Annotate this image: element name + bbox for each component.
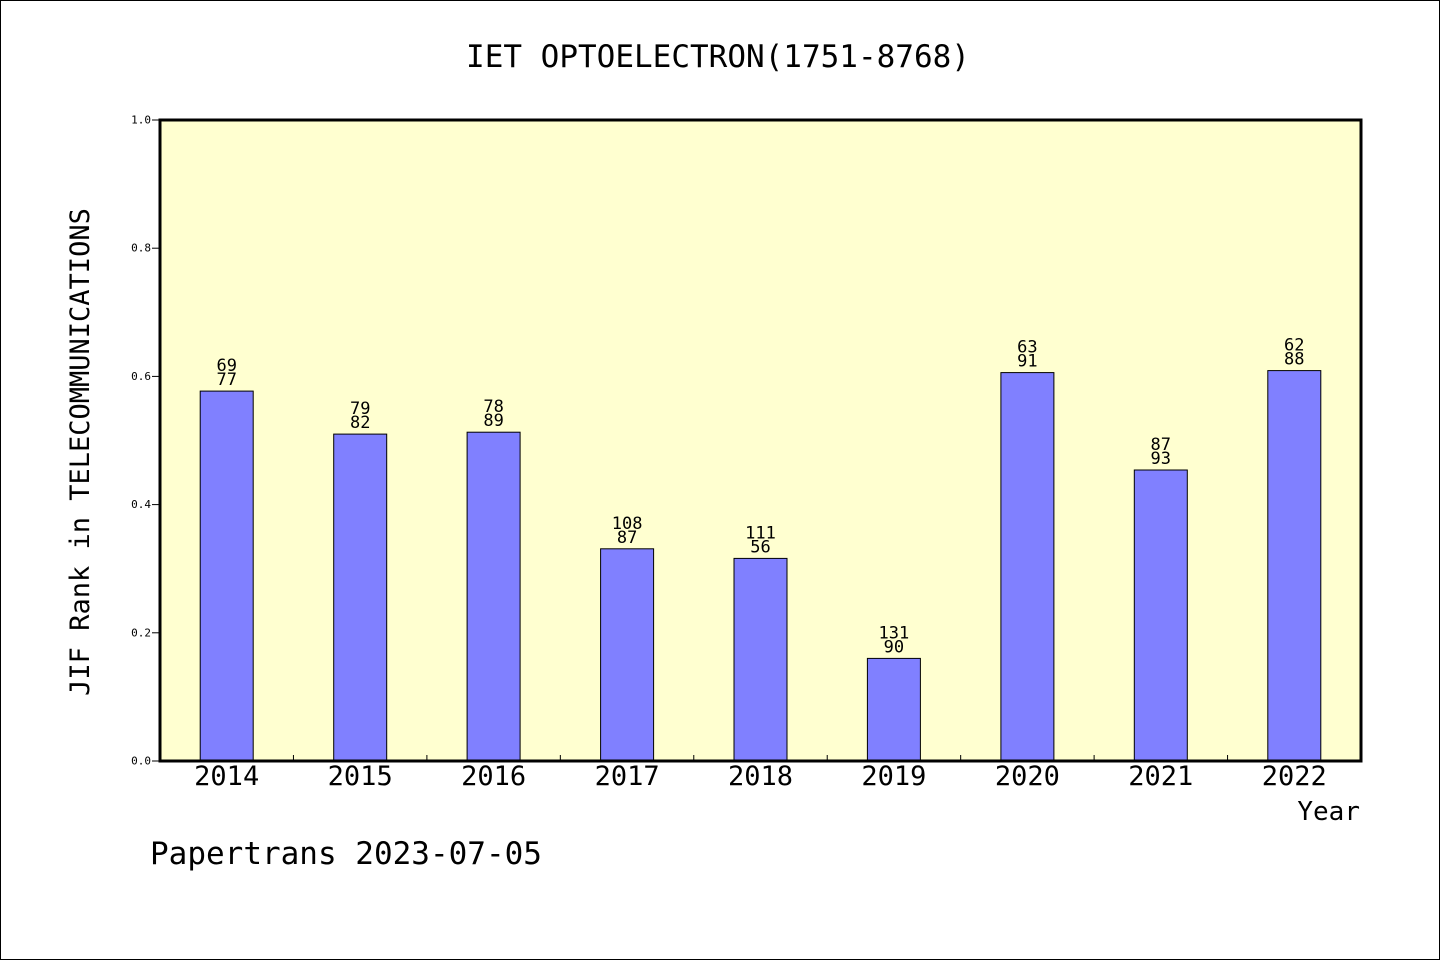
bar-2014: [199, 390, 254, 762]
bar-rank-label-2015-2: 82: [350, 413, 370, 433]
y-tick-label-0.2: 0.2: [131, 626, 151, 639]
bar-rank-label-2021-1: 87: [1151, 435, 1171, 455]
bar-rank-label-2019-2: 90: [884, 637, 904, 657]
y-axis-ticks: 0.0 0.2 0.4 0.6 0.8 1.0: [131, 114, 160, 768]
bar-rank-label-2017-2: 87: [617, 528, 637, 548]
y-tick-label-0.0: 0.0: [131, 755, 151, 768]
bar-rank-label-2015-1: 79: [350, 399, 370, 419]
bar-rank-label-2016-1: 78: [483, 397, 503, 417]
footer-credit: Papertrans 2023-07-05: [150, 836, 542, 872]
bar-2019: [866, 657, 921, 762]
bar-2018: [733, 557, 788, 762]
bar-rank-label-2018-1: 111: [745, 523, 776, 543]
bar-rank-label-2022-1: 62: [1284, 336, 1304, 356]
y-tick-label-1.0: 1.0: [131, 114, 151, 127]
plot-border: [158, 118, 1363, 763]
x-tick-label-2018: 2018: [728, 761, 793, 792]
y-tick-label-0.6: 0.6: [131, 370, 151, 383]
y-tick-label-0.8: 0.8: [131, 242, 151, 255]
bar-rank-label-2014-2: 77: [216, 370, 236, 390]
x-tick-label-2015: 2015: [328, 761, 393, 792]
y-axis-label: JIF Rank in TELECOMMUNICATIONS: [65, 208, 96, 696]
x-tick-label-2022: 2022: [1262, 761, 1327, 792]
bar-rank-label-2021-2: 93: [1151, 449, 1171, 469]
bar-2022: [1267, 370, 1322, 762]
bar-rank-label-2020-2: 91: [1017, 352, 1037, 372]
x-tick-label-2019: 2019: [861, 761, 926, 792]
x-tick-label-2017: 2017: [595, 761, 660, 792]
bar-rank-label-2018-2: 56: [750, 537, 770, 557]
x-axis-ticks: 2014 2015 2016 2017 2018 2019 2020 2021 2022: [194, 755, 1327, 792]
bar-rank-label-2020-1: 63: [1017, 338, 1037, 358]
bar-rank-label-2017-1: 108: [612, 514, 643, 534]
bar-rank-label-2014-1: 69: [216, 356, 236, 376]
bar-rank-label-2019-1: 131: [879, 623, 910, 643]
x-tick-label-2021: 2021: [1128, 761, 1193, 792]
bar-rank-label-2016-2: 89: [483, 411, 503, 431]
bar-2021: [1133, 469, 1188, 762]
y-tick-label-0.4: 0.4: [131, 498, 151, 511]
x-axis-label: Year: [1297, 797, 1360, 827]
bar-2017: [600, 548, 655, 762]
chart-title: IET OPTOELECTRON(1751-8768): [466, 39, 970, 75]
bar-2020: [1000, 372, 1055, 762]
x-tick-label-2016: 2016: [461, 761, 526, 792]
x-tick-label-2020: 2020: [995, 761, 1060, 792]
bar-2016: [466, 431, 521, 762]
bar-2015: [333, 433, 388, 762]
bar-rank-label-2022-2: 88: [1284, 350, 1304, 370]
x-tick-label-2014: 2014: [194, 761, 259, 792]
